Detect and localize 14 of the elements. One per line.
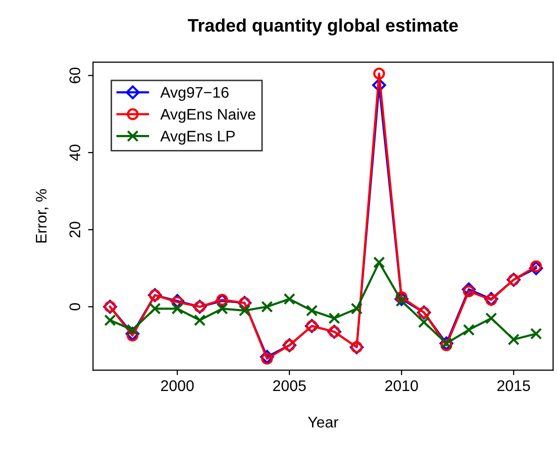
chart-title: Traded quantity global estimate bbox=[188, 18, 458, 36]
x-axis-title: Year bbox=[308, 416, 338, 428]
y-tick-label: 20 bbox=[69, 222, 80, 238]
x-tick-label: 2005 bbox=[273, 380, 306, 392]
y-tick-label: 0 bbox=[69, 303, 80, 310]
x-tick-label: 2015 bbox=[497, 380, 530, 392]
legend-label: Avg97−16 bbox=[160, 87, 229, 101]
legend-label: AvgEns Naive bbox=[160, 108, 256, 123]
y-tick-label: 60 bbox=[69, 68, 80, 84]
x-tick-label: 2000 bbox=[161, 380, 194, 392]
y-axis-title: Error, % bbox=[36, 189, 48, 242]
legend-label: AvgEns LP bbox=[160, 130, 235, 145]
x-tick-label: 2010 bbox=[385, 380, 418, 392]
y-tick-label: 40 bbox=[69, 144, 80, 161]
